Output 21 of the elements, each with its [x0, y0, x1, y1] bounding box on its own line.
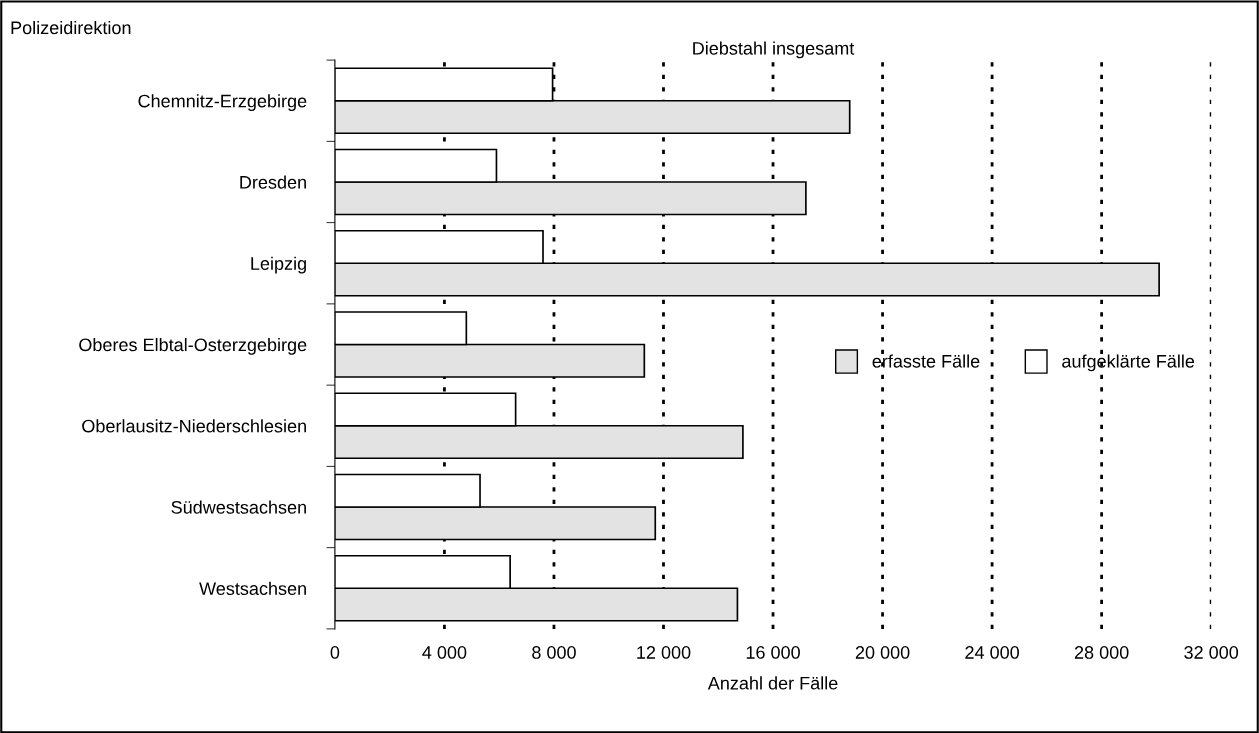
x-tick-label: 12 000 — [637, 646, 691, 659]
x-tick-label: 8 000 — [532, 646, 576, 659]
x-tick-label: 24 000 — [965, 646, 1019, 659]
y-tick-label: Dresden — [240, 175, 306, 189]
x-tick-label: 4 000 — [422, 646, 467, 659]
x-tick-label: 16 000 — [746, 646, 800, 659]
y-tick-label: Westsachsen — [199, 581, 306, 595]
x-axis-title: Anzahl der Fälle — [707, 676, 838, 690]
y-axis-title: Polizeidirektion — [11, 20, 131, 35]
y-tick-label: Oberlausitz-Niederschlesien — [82, 419, 306, 433]
x-tick-label: 32 000 — [1184, 646, 1239, 659]
y-tick-label: Oberes Elbtal-Osterzgebirge — [79, 337, 307, 355]
legend-label: erfasste Fälle — [872, 354, 980, 368]
x-tick-label: 28 000 — [1074, 646, 1129, 659]
y-tick-label: Chemnitz-Erzgebirge — [138, 94, 307, 112]
x-tick-label: 20 000 — [855, 646, 910, 659]
legend-label: aufgeklärte Fälle — [1062, 354, 1195, 372]
chart-title: Diebstahl insgesamt — [693, 41, 855, 59]
y-tick-label: Südwestsachsen — [171, 500, 306, 514]
x-tick-label: 0 — [330, 646, 340, 659]
y-tick-label: Leipzig — [251, 256, 306, 274]
